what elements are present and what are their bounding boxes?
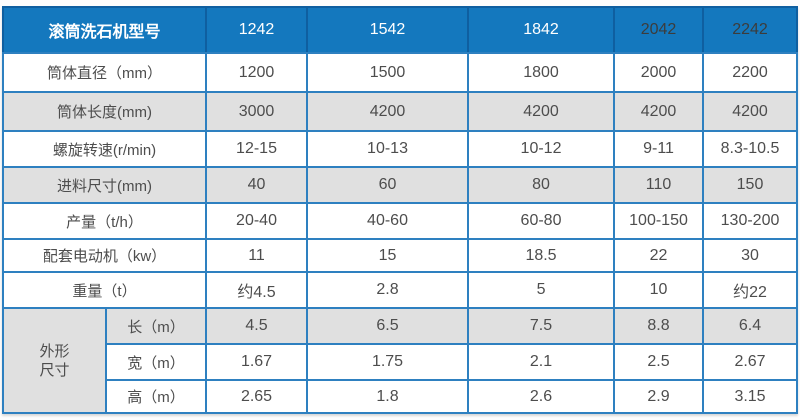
spec-value-cell: 20-40 [205,202,309,240]
spec-value-cell: 2000 [613,52,705,93]
spec-value-cell: 80 [467,166,616,204]
spec-value-cell: 2.67 [702,343,799,381]
table-row: 筒体直径（mm） 1200 1500 1800 2000 2200 [1,52,799,93]
table-title: 滚筒洗石机型号 [1,6,208,54]
dimension-group-label-line1: 外形 [39,342,70,360]
spec-label-cell: 进料尺寸(mm) [1,166,208,204]
spec-value-cell: 2200 [702,52,799,93]
table-row: 产量（t/h） 20-40 40-60 60-80 100-150 130-20… [1,202,799,240]
spec-value-cell: 约4.5 [205,271,309,309]
spec-value-cell: 30 [702,238,799,273]
spec-value-cell: 15 [306,238,470,273]
dim-label-cell: 宽（m） [104,343,208,381]
table-row: 高（m） 2.65 1.8 2.6 2.9 3.15 [3,379,799,414]
spec-label-cell: 重量（t） [1,271,208,309]
spec-value-cell: 11 [205,238,309,273]
spec-value-cell: 40-60 [306,202,470,240]
spec-table: 滚筒洗石机型号 1242 1542 1842 2042 2242 筒体直径（mm… [1,6,799,414]
spec-value-cell: 1.75 [306,343,470,381]
spec-value-cell: 60 [306,166,470,204]
spec-value-cell: 1200 [205,52,309,93]
spec-value-cell: 1.67 [205,343,309,381]
dimension-group-label-cell: 外形 尺寸 [2,307,107,414]
spec-value-cell: 4.5 [205,307,309,345]
spec-label-cell: 配套电动机（kw） [1,238,208,273]
spec-value-cell: 2.1 [467,343,616,381]
spec-label-cell: 螺旋转速(r/min) [1,130,208,168]
dim-label-cell: 长（m） [104,307,208,345]
spec-value-cell: 2.9 [613,379,705,414]
spec-value-cell: 1800 [467,52,616,93]
spec-value-cell: 1500 [306,52,470,93]
model-header-2042: 2042 [613,6,705,54]
model-header-1542: 1542 [306,6,470,54]
spec-value-cell: 4200 [306,91,470,132]
table-row: 配套电动机（kw） 11 15 18.5 22 30 [1,238,799,273]
spec-value-cell: 10 [613,271,705,309]
spec-value-cell: 10-13 [306,130,470,168]
spec-value-cell: 2.8 [306,271,470,309]
spec-value-cell: 2.6 [467,379,616,414]
table-row: 外形 尺寸 长（m） 4.5 6.5 7.5 8.8 6.4 [2,307,799,414]
spec-value-cell: 18.5 [467,238,616,273]
spec-value-cell: 8.8 [613,307,705,345]
table-row: 进料尺寸(mm) 40 60 80 110 150 [1,166,799,204]
spec-value-cell: 4200 [702,91,799,132]
spec-value-cell: 2.5 [613,343,705,381]
header-row: 滚筒洗石机型号 1242 1542 1842 2042 2242 [1,6,799,54]
spec-value-cell: 7.5 [467,307,616,345]
spec-label-cell: 筒体直径（mm） [1,52,208,93]
spec-value-cell: 130-200 [702,202,799,240]
spec-value-cell: 8.3-10.5 [702,130,799,168]
table-row: 螺旋转速(r/min) 12-15 10-13 10-12 9-11 8.3-1… [1,130,799,168]
spec-value-cell: 5 [467,271,616,309]
spec-value-cell: 110 [613,166,705,204]
model-header-1242: 1242 [205,6,309,54]
model-header-2242: 2242 [702,6,799,54]
spec-value-cell: 12-15 [205,130,309,168]
spec-value-cell: 9-11 [613,130,705,168]
spec-value-cell: 2.65 [205,379,309,414]
spec-value-cell: 10-12 [467,130,616,168]
spec-value-cell: 4200 [613,91,705,132]
spec-value-cell: 6.5 [306,307,470,345]
spec-value-cell: 4200 [467,91,616,132]
spec-label-cell: 筒体长度(mm) [1,91,208,132]
spec-value-cell: 约22 [702,271,799,309]
table-row: 重量（t） 约4.5 2.8 5 10 约22 [1,271,799,309]
spec-value-cell: 3.15 [702,379,799,414]
table-row: 筒体长度(mm) 3000 4200 4200 4200 4200 [1,91,799,132]
dim-label-cell: 高（m） [104,379,208,414]
dimension-group-label-line2: 尺寸 [39,361,70,379]
spec-value-cell: 100-150 [613,202,705,240]
table-row: 宽（m） 1.67 1.75 2.1 2.5 2.67 [3,343,799,381]
spec-value-cell: 150 [702,166,799,204]
spec-label-cell: 产量（t/h） [1,202,208,240]
spec-value-cell: 1.8 [306,379,470,414]
spec-value-cell: 40 [205,166,309,204]
spec-value-cell: 6.4 [702,307,799,345]
spec-value-cell: 22 [613,238,705,273]
spec-value-cell: 3000 [205,91,309,132]
spec-value-cell: 60-80 [467,202,616,240]
model-header-1842: 1842 [467,6,616,54]
